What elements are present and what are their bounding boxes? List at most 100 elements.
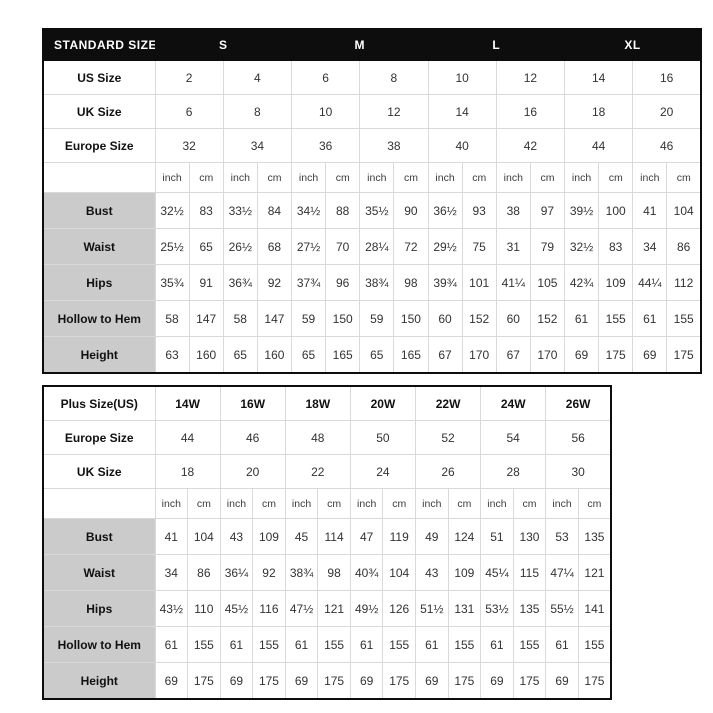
measure-value: 119 (382, 518, 416, 555)
measure-value: 121 (317, 590, 351, 627)
measure-value: 175 (666, 336, 702, 374)
measure-value: 40¾ (349, 554, 384, 591)
size-value: 54 (480, 420, 547, 455)
measure-value: 155 (577, 626, 612, 663)
measure-value: 175 (317, 662, 351, 700)
row-label: UK Size (42, 454, 156, 489)
measure-value: 43½ (154, 590, 189, 627)
measure-value: 135 (577, 518, 612, 555)
size-group-label: S (154, 28, 292, 61)
measure-value: 109 (598, 264, 634, 301)
table-header-row: STANDARD SIZE S M L XL (42, 28, 702, 61)
measure-value: 69 (480, 662, 514, 700)
measure-value: 150 (393, 300, 429, 337)
unit-label-cm: cm (577, 488, 612, 519)
size-value: 14W (154, 385, 221, 421)
size-value: 14 (427, 94, 497, 129)
measure-value: 141 (577, 590, 612, 627)
measure-value: 43 (415, 554, 449, 591)
measure-value: 65 (359, 336, 395, 374)
row-label: Plus Size(US) (42, 385, 156, 421)
size-value: 16W (219, 385, 286, 421)
size-conversion-row: Plus Size(US) 14W 16W 18W 20W 22W 24W 26W (42, 385, 612, 421)
size-value: 2 (154, 60, 224, 95)
size-conversion-row: Europe Size 44 46 48 50 52 54 56 (42, 420, 612, 455)
measurement-row: Height 69 175 69 175 69 175 69 175 69 175 69 175 69 17… (42, 662, 612, 700)
size-value: 18W (284, 385, 351, 421)
measure-value: 155 (252, 626, 286, 663)
measure-value: 47½ (284, 590, 319, 627)
unit-label-inch: inch (545, 488, 579, 519)
measure-value: 147 (188, 300, 224, 337)
measure-value: 32½ (154, 192, 190, 229)
measurement-row: Hollow to Hem 58 147 58 147 59 150 59 150 60 152 60… (42, 300, 702, 337)
measure-value: 61 (415, 626, 449, 663)
measure-value: 100 (598, 192, 634, 229)
measure-value: 175 (187, 662, 221, 700)
size-group-label: XL (564, 28, 702, 61)
measure-value: 150 (325, 300, 361, 337)
size-value: 6 (290, 60, 361, 95)
measure-value: 36¼ (219, 554, 254, 591)
unit-label-cm: cm (187, 488, 221, 519)
measure-value: 32½ (563, 228, 600, 265)
row-label: Waist (42, 228, 156, 265)
row-label: Hips (42, 590, 156, 627)
measure-value: 75 (461, 228, 497, 265)
measurement-row: Bust 32½ 83 33½ 84 34½ 88 35½ 90 36½ 93 38 97 39½ 100 4… (42, 192, 702, 229)
size-value: 24 (349, 454, 417, 489)
measure-value: 175 (577, 662, 612, 700)
measure-value: 91 (188, 264, 224, 301)
measure-value: 43 (219, 518, 254, 555)
unit-label-inch: inch (563, 162, 600, 193)
measure-value: 109 (447, 554, 482, 591)
measure-value: 170 (461, 336, 497, 374)
measure-value: 165 (325, 336, 361, 374)
measure-value: 175 (447, 662, 482, 700)
measure-value: 42¾ (563, 264, 600, 301)
measure-value: 126 (382, 590, 416, 627)
measure-value: 69 (284, 662, 319, 700)
measure-value: 37¾ (290, 264, 327, 301)
measure-value: 121 (577, 554, 612, 591)
measure-value: 59 (359, 300, 395, 337)
size-value: 20 (632, 94, 702, 129)
measure-value: 61 (154, 626, 189, 663)
measure-value: 92 (256, 264, 293, 301)
measure-value: 175 (598, 336, 634, 374)
row-label: Hollow to Hem (42, 626, 156, 663)
measure-value: 61 (349, 626, 384, 663)
unit-label-cm: cm (598, 162, 634, 193)
measure-value: 25½ (154, 228, 190, 265)
size-value: 36 (290, 128, 361, 163)
measure-value: 61 (284, 626, 319, 663)
size-value: 44 (563, 128, 634, 163)
measurement-row: Hips 35¾ 91 36¾ 92 37¾ 96 38¾ 98 39¾ 101 41¼ 105 42¾ 1… (42, 264, 702, 301)
measure-value: 69 (154, 662, 189, 700)
size-value: 10 (427, 60, 497, 95)
measure-value: 51½ (415, 590, 449, 627)
size-value: 42 (495, 128, 566, 163)
measure-value: 83 (188, 192, 224, 229)
measure-value: 86 (666, 228, 702, 265)
measure-value: 90 (393, 192, 429, 229)
measure-value: 155 (512, 626, 547, 663)
unit-label-cm: cm (447, 488, 482, 519)
measure-value: 51 (480, 518, 514, 555)
measurement-row: Hips 43½ 110 45½ 116 47½ 121 49½ 126 51½ 131 53½ 135… (42, 590, 612, 627)
measure-value: 65 (188, 228, 224, 265)
measure-value: 155 (187, 626, 221, 663)
measure-value: 60 (427, 300, 463, 337)
plus-size-table: Plus Size(US) 14W 16W 18W 20W 22W 24W 26W Europe… (42, 385, 612, 700)
measure-value: 175 (382, 662, 416, 700)
measurement-row: Waist 25½ 65 26½ 68 27½ 70 28¼ 72 29½ 75 31 79 32½ 83 3… (42, 228, 702, 265)
measure-value: 49½ (349, 590, 384, 627)
measure-value: 86 (187, 554, 221, 591)
measure-value: 47 (349, 518, 384, 555)
measure-value: 70 (325, 228, 361, 265)
size-value: 28 (480, 454, 547, 489)
measure-value: 39¾ (427, 264, 463, 301)
table-title: STANDARD SIZE (42, 28, 156, 61)
measure-value: 61 (563, 300, 600, 337)
